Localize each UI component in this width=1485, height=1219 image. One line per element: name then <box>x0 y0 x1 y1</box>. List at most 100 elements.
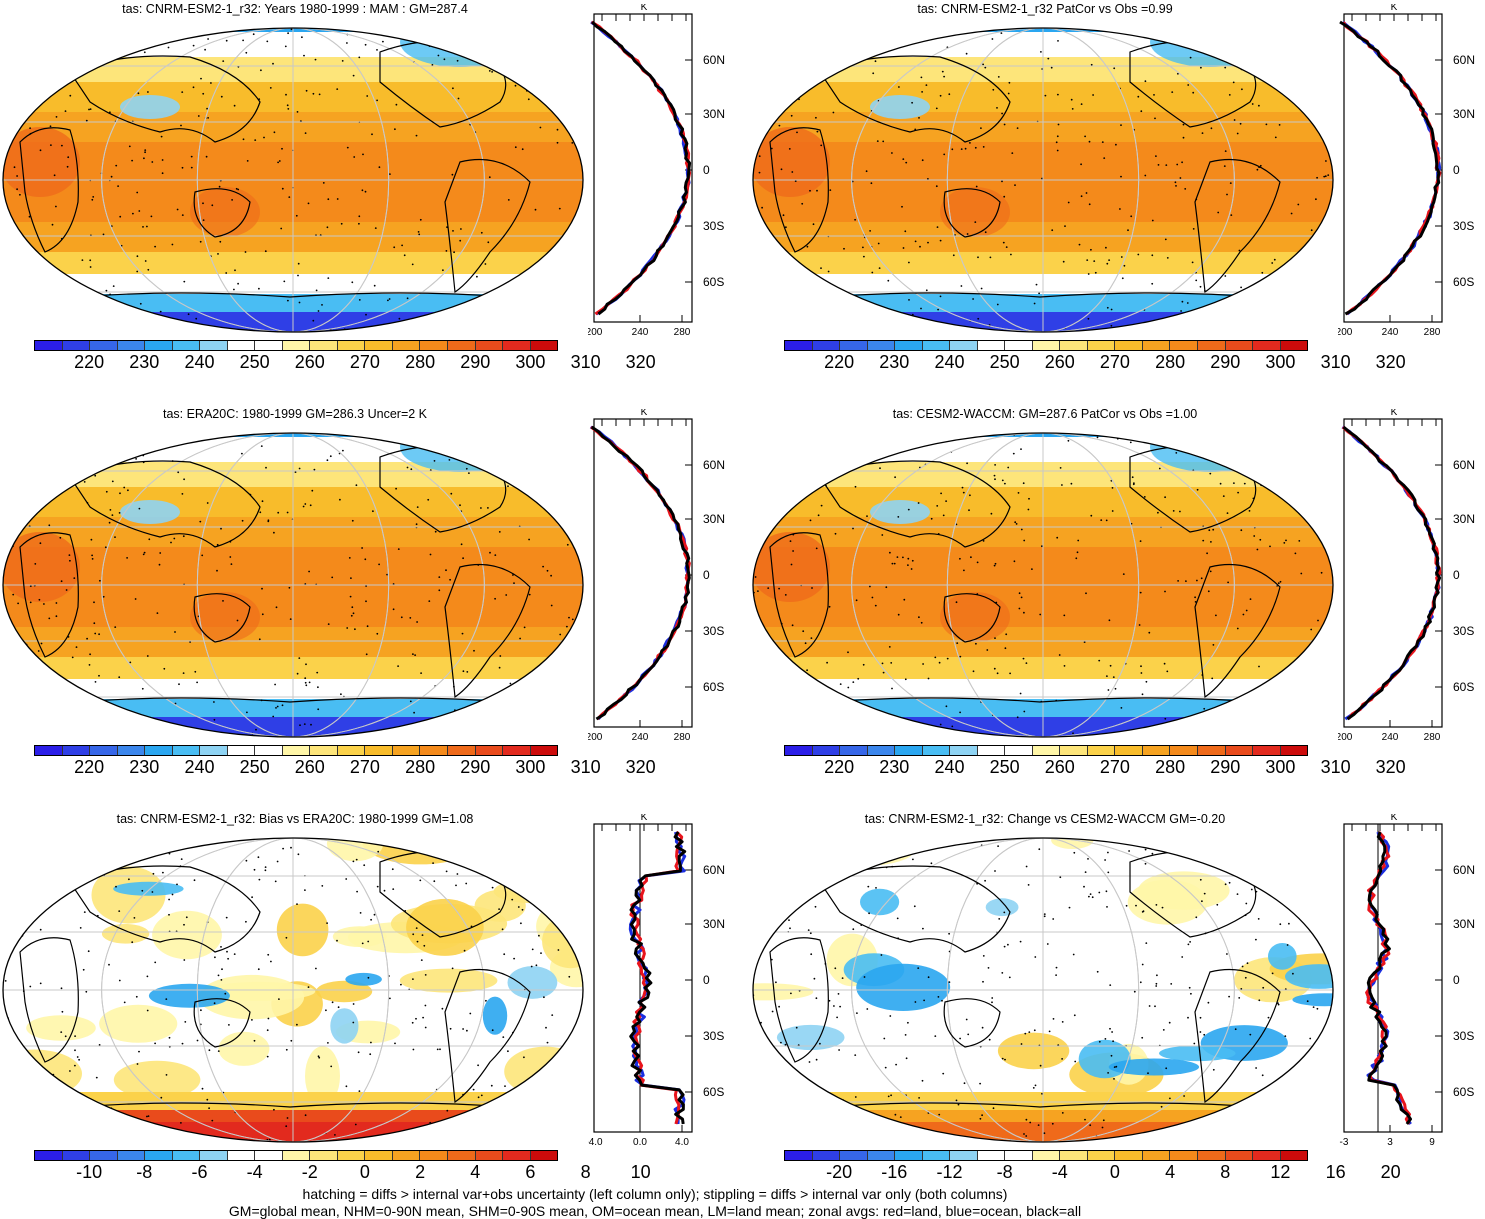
colorbar-swatch <box>365 746 393 755</box>
colorbar-tick-label: -10 <box>76 1162 103 1182</box>
colorbar-swatch <box>1032 1151 1061 1160</box>
colorbar-swatch <box>282 1151 311 1160</box>
colorbar-tick-label: 320 <box>625 757 656 777</box>
colorbar-tick-label: 320 <box>625 352 656 372</box>
colorbar-swatch <box>117 746 146 755</box>
colorbar-tick-label: 310 <box>1320 352 1351 372</box>
colorbar-swatch <box>172 746 201 755</box>
colorbar-tick-label: 250 <box>989 757 1020 777</box>
world-map <box>752 27 1334 333</box>
colorbar-swatch <box>475 746 504 755</box>
lat-tick-label: 60N <box>1453 458 1475 472</box>
colorbar-swatch <box>503 1151 531 1160</box>
colorbar-swatch <box>840 341 868 350</box>
colorbar-tick-label: 230 <box>129 757 160 777</box>
lat-tick-label: 30S <box>703 624 724 638</box>
lat-tick-label: 60N <box>1453 863 1475 877</box>
colorbar-tick-label: 280 <box>405 352 436 372</box>
colorbar-tick-label: 300 <box>1265 352 1296 372</box>
colorbar-swatch <box>1115 1151 1143 1160</box>
colorbar-labels: 220 230 240 250 260 270 280 290 300 310 320 <box>34 757 656 777</box>
colorbar-swatch <box>145 746 173 755</box>
colorbar-swatch <box>1115 746 1143 755</box>
colorbar-swatch <box>117 1151 146 1160</box>
colorbar-swatch <box>227 1151 256 1160</box>
profile-unit: K <box>1391 409 1398 418</box>
lat-tick-label: 0 <box>703 973 710 987</box>
lat-tick-label: 30S <box>1453 219 1474 233</box>
colorbar-swatch <box>117 341 146 350</box>
colorbar-swatch <box>365 341 393 350</box>
colorbar-labels: 220 230 240 250 260 270 280 290 300 310 320 <box>784 757 1406 777</box>
lat-tick-label: 30N <box>1453 107 1475 121</box>
colorbar-labels: 220 230 240 250 260 270 280 290 300 310 320 <box>34 352 656 372</box>
colorbar-tick-label: 280 <box>405 757 436 777</box>
profile-x-tick-label: 3 <box>1387 1137 1393 1148</box>
colorbar-tick-label: 230 <box>879 352 910 372</box>
colorbar-tick-label: -20 <box>826 1162 853 1182</box>
colorbar-swatch <box>785 746 813 755</box>
colorbar-swatch <box>90 341 118 350</box>
colorbar-tick-label: 260 <box>1044 757 1075 777</box>
colorbar-tick-label: -6 <box>191 1162 208 1182</box>
world-map <box>752 432 1334 738</box>
colorbar-swatch <box>282 746 311 755</box>
colorbar-tick-label: 0 <box>359 1162 370 1182</box>
colorbar-swatch <box>145 341 173 350</box>
colorbar-tick-label: 0 <box>1109 1162 1120 1182</box>
colorbar-swatch <box>895 341 923 350</box>
lat-tick-label: 30N <box>703 512 725 526</box>
profile-x-tick-label: 4.0 <box>675 1137 689 1148</box>
colorbar-labels: 220 230 240 250 260 270 280 290 300 310 320 <box>784 352 1406 372</box>
colorbar-tick-label: 220 <box>74 757 105 777</box>
map-title: tas: CNRM-ESM2-1_r32 PatCor vs Obs =0.99 <box>917 2 1173 16</box>
colorbar-tick-label: 250 <box>239 757 270 777</box>
profile-line-all <box>591 20 692 316</box>
stippling <box>12 445 574 735</box>
colorbar-swatch <box>1225 341 1254 350</box>
colorbar-swatch <box>90 746 118 755</box>
colorbar-tick-label: 10 <box>630 1162 651 1182</box>
colorbar-swatch <box>1197 1151 1226 1160</box>
colorbar-tick-label: -2 <box>301 1162 318 1182</box>
colorbar-swatch <box>812 746 841 755</box>
colorbar-swatch <box>420 341 448 350</box>
lat-tick-label: 30N <box>1453 917 1475 931</box>
colorbar-swatch <box>392 746 421 755</box>
colorbar-tick-label: 310 <box>570 757 601 777</box>
world-map <box>752 837 1334 1143</box>
colorbar-labels: -10 -8 -6 -4 -2 0 2 4 6 8 10 <box>34 1162 651 1182</box>
colorbar-swatch <box>977 1151 1006 1160</box>
colorbar-swatch <box>1142 1151 1171 1160</box>
colorbar-tick-label: 270 <box>1099 352 1130 372</box>
colorbar-swatch <box>420 746 448 755</box>
colorbar-tick-label: 280 <box>1155 757 1186 777</box>
colorbar-tick-label: 240 <box>934 757 965 777</box>
colorbar <box>34 340 558 351</box>
lat-tick-label: 60S <box>703 1085 724 1099</box>
colorbar-swatch <box>1170 1151 1198 1160</box>
colorbar-tick-label: -8 <box>136 1162 153 1182</box>
colorbar-tick-label: -16 <box>881 1162 908 1182</box>
colorbar-swatch <box>840 746 868 755</box>
colorbar-swatch <box>447 341 476 350</box>
colorbar-swatch <box>337 341 366 350</box>
colorbar-swatch <box>392 1151 421 1160</box>
colorbar-swatch <box>1280 1151 1308 1160</box>
colorbar-swatch <box>1280 746 1308 755</box>
colorbar-swatch <box>1142 746 1171 755</box>
colorbar-tick-label: 300 <box>515 352 546 372</box>
stippling <box>753 434 1323 735</box>
colorbar-swatch <box>503 341 531 350</box>
colorbar-tick-label: -4 <box>246 1162 263 1182</box>
colorbar-swatch <box>227 746 256 755</box>
colorbar-swatch <box>200 746 228 755</box>
colorbar-tick-label: 230 <box>879 757 910 777</box>
lat-tick-label: 60N <box>703 458 725 472</box>
colorbar-swatch <box>530 1151 558 1160</box>
colorbar-swatch <box>200 1151 228 1160</box>
colorbar-swatch <box>785 1151 813 1160</box>
colorbar-tick-label: 270 <box>349 352 380 372</box>
colorbar-swatch <box>35 341 63 350</box>
colorbar-swatch <box>950 746 978 755</box>
